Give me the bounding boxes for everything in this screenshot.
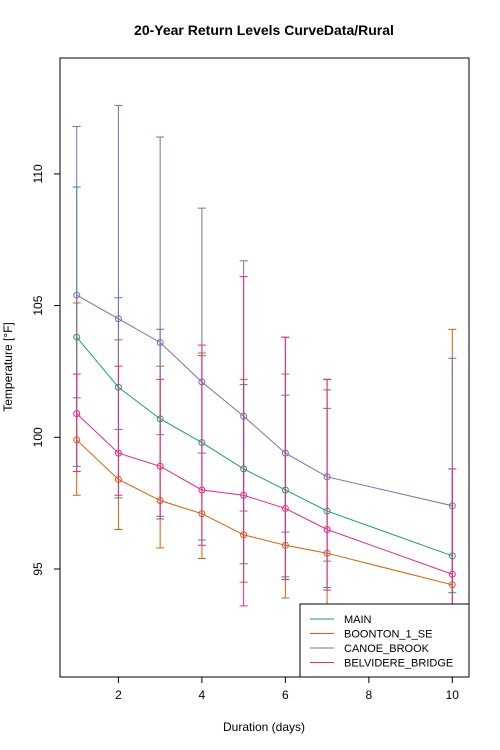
y-tick-label: 105 [31,295,45,315]
y-tick-label: 95 [31,562,45,576]
data-point [198,486,206,494]
data-point [114,315,122,323]
data-point [448,570,456,578]
legend-label: MAIN [344,614,372,626]
data-point [114,449,122,457]
series-canoe-brook [72,104,457,607]
data-point [323,525,331,533]
series-line [76,336,453,557]
data-point [240,491,248,499]
series-layer [72,104,457,638]
series-line [76,294,453,507]
data-point [156,338,164,346]
series-boonton-1-se [72,302,457,638]
x-tick-label: 6 [282,688,289,702]
x-axis-label: Duration (days) [223,720,305,734]
y-axis: 95 100 105 110 [31,164,60,576]
data-point [281,504,289,512]
x-tick-label: 2 [115,688,122,702]
x-tick-label: 8 [365,688,372,702]
y-tick-label: 100 [31,427,45,447]
y-axis-label: Temperature [°F] [1,322,15,412]
x-tick-label: 4 [199,688,206,702]
series-belvidere-bridge [72,276,457,623]
chart-title: 20-Year Return Levels CurveData/Rural [134,22,394,38]
data-point [73,410,81,418]
legend-label: BELVIDERE_BRIDGE [344,658,453,670]
legend: MAIN BOONTON_1_SE CANOE_BROOK BELVIDERE_BRI… [299,603,470,678]
data-point [73,291,81,299]
series-main [72,186,457,594]
legend-box [299,603,470,678]
x-axis: 2 4 6 8 10 [115,677,459,702]
series-line [76,413,453,575]
x-tick-label: 10 [446,688,460,702]
legend-label: CANOE_BROOK [344,643,430,655]
y-tick-label: 110 [31,164,45,183]
series-line [76,439,453,586]
data-point [156,462,164,470]
plot-frame [59,57,470,678]
legend-label: BOONTON_1_SE [344,629,432,641]
